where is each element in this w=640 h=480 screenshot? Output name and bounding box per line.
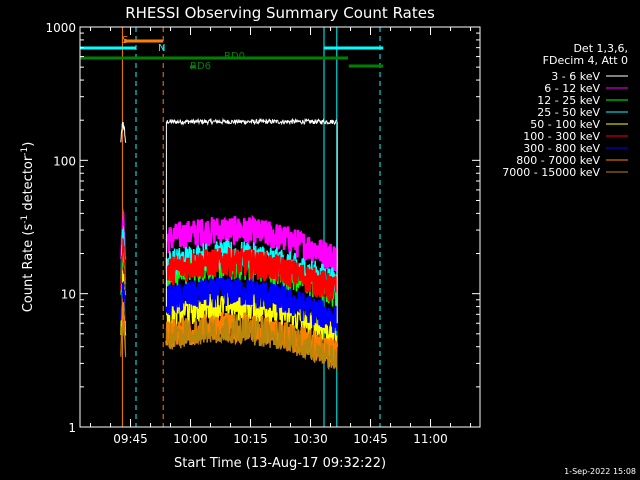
series-main-line [165,275,339,333]
chart-title: RHESSI Observing Summary Count Rates [125,4,435,22]
legend-label-12-25-kev: 12 - 25 keV [537,94,600,107]
legend-label-6-12-kev: 6 - 12 keV [544,82,600,95]
legend-header-line-2: FDecim 4, Att 0 [543,54,628,67]
series-burst-line [120,209,127,260]
x-axis: 09:45 10:00 10:15 10:30 10:45 11:00 [90,27,472,446]
series-100-300-kev [120,237,339,305]
series-6-12-kev [120,209,339,272]
legend-label-3-6-kev: 3 - 6 keV [551,70,600,83]
x-tick-label: 10:45 [353,432,388,446]
series-burst-line [120,121,127,143]
plot-area: S N RD0 RD6 [79,27,384,427]
flag-label-rd0: RD0 [224,51,245,62]
y-tick-label: 1 [68,421,76,435]
y-axis-label: Count Rate (s-1 detector-1) [20,142,36,313]
series-3-6-kev [120,117,338,143]
legend-label-800-7000-kev: 800 - 7000 keV [516,154,600,167]
legend-label-50-100-kev: 50 - 100 keV [530,118,600,131]
y-axis: 1 10 100 1000 [45,21,480,435]
x-tick-label: 11:00 [413,432,448,446]
y-tick-label: 100 [53,154,76,168]
series-main-line [166,117,338,126]
x-tick-label: 09:45 [113,432,148,446]
x-tick-label: 10:15 [233,432,268,446]
x-tick-label: 10:30 [293,432,328,446]
legend-label-300-800-kev: 300 - 800 keV [523,142,600,155]
series-main-line [165,247,339,305]
flag-label-n: N [158,43,165,54]
series-main-line [165,314,338,371]
flag-label-s: S [122,35,128,46]
x-tick-label: 10:00 [173,432,208,446]
legend-label-100-300-kev: 100 - 300 keV [523,130,600,143]
series-300-800-kev [120,275,339,333]
series-7000-15000-kev [120,314,338,371]
series-burst-line [120,321,127,358]
plot-frame [79,26,481,428]
legend-label-7000-15000-kev: 7000 - 15000 keV [502,166,600,179]
series-main-line [165,214,339,272]
legend-label-25-50-kev: 25 - 50 keV [537,106,600,119]
y-tick-label: 1000 [45,21,76,35]
series-burst-line [120,281,127,321]
series-burst-line [120,237,127,292]
flag-label-rd6: RD6 [190,61,211,72]
footer-timestamp: 1-Sep-2022 15:08 [564,467,636,476]
legend-header-line-1: Det 1,3,6, [573,42,628,55]
x-axis-label: Start Time (13-Aug-17 09:32:22) [174,456,386,471]
y-tick-label: 10 [61,288,76,302]
